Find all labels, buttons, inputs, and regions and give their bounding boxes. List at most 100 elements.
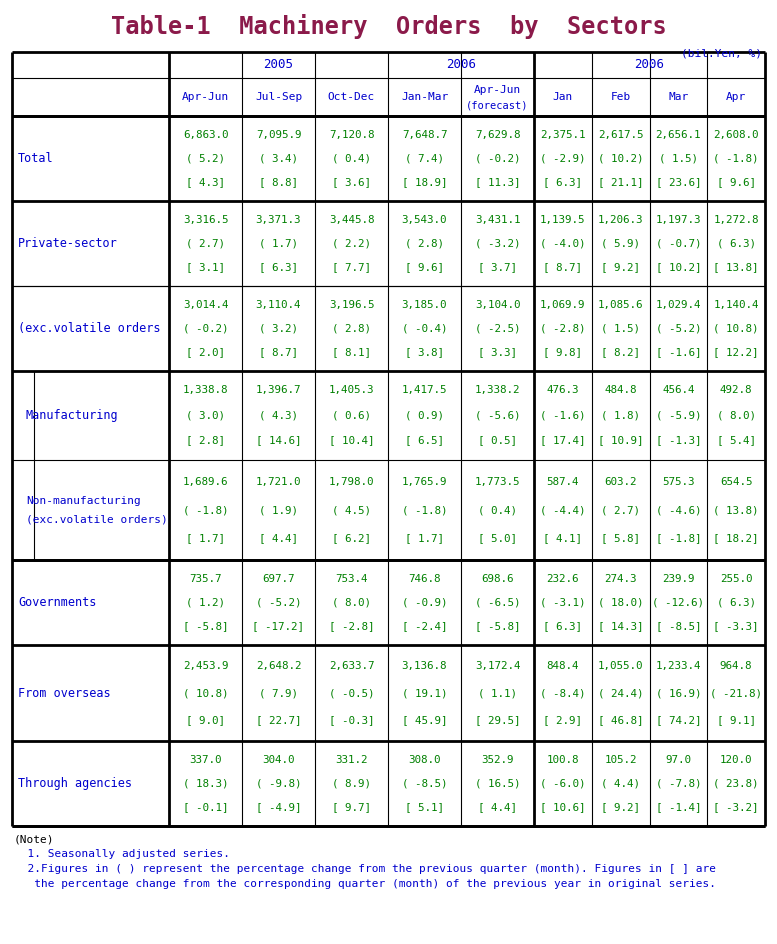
- Text: [ -1.6]: [ -1.6]: [656, 347, 701, 357]
- Text: [ 9.2]: [ 9.2]: [601, 802, 640, 813]
- Text: 654.5: 654.5: [720, 477, 752, 487]
- Text: 255.0: 255.0: [720, 574, 752, 584]
- Text: ( -1.8): ( -1.8): [183, 505, 228, 515]
- Text: [ 2.9]: [ 2.9]: [543, 715, 583, 725]
- Text: [ 9.6]: [ 9.6]: [716, 177, 755, 187]
- Text: ( 13.8): ( 13.8): [713, 505, 759, 515]
- Text: 1,338.2: 1,338.2: [475, 385, 521, 396]
- Text: [ 14.3]: [ 14.3]: [598, 621, 643, 632]
- Text: 6,863.0: 6,863.0: [183, 129, 228, 140]
- Text: ( -5.6): ( -5.6): [475, 411, 521, 420]
- Text: ( -0.2): ( -0.2): [183, 324, 228, 333]
- Text: 848.4: 848.4: [547, 662, 579, 671]
- Text: Through agencies: Through agencies: [18, 777, 132, 790]
- Text: [ -2.8]: [ -2.8]: [329, 621, 375, 632]
- Text: ( 1.7): ( 1.7): [259, 239, 298, 248]
- Text: Feb: Feb: [611, 92, 631, 102]
- Text: ( -5.2): ( -5.2): [256, 598, 301, 608]
- Text: [ 18.9]: [ 18.9]: [402, 177, 448, 187]
- Text: 3,543.0: 3,543.0: [402, 214, 448, 225]
- Text: 1,417.5: 1,417.5: [402, 385, 448, 396]
- Text: ( -8.5): ( -8.5): [402, 779, 448, 788]
- Text: ( 2.8): ( 2.8): [405, 239, 444, 248]
- Text: 1,233.4: 1,233.4: [656, 662, 701, 671]
- Text: 1,272.8: 1,272.8: [713, 214, 759, 225]
- Text: ( 24.4): ( 24.4): [598, 688, 643, 699]
- Text: 3,185.0: 3,185.0: [402, 299, 448, 310]
- Text: 7,648.7: 7,648.7: [402, 129, 448, 140]
- Text: 3,110.4: 3,110.4: [256, 299, 301, 310]
- Text: [ 4.1]: [ 4.1]: [543, 533, 583, 543]
- Text: ( 0.4): ( 0.4): [478, 505, 517, 515]
- Text: ( 1.9): ( 1.9): [259, 505, 298, 515]
- Text: Governments: Governments: [18, 597, 96, 609]
- Text: 239.9: 239.9: [662, 574, 695, 584]
- Text: [ 2.0]: [ 2.0]: [186, 347, 225, 357]
- Text: ( 1.8): ( 1.8): [601, 411, 640, 420]
- Text: [ -0.3]: [ -0.3]: [329, 715, 375, 725]
- Text: ( 1.2): ( 1.2): [186, 598, 225, 608]
- Text: ( -2.5): ( -2.5): [475, 324, 521, 333]
- Text: ( -1.8): ( -1.8): [402, 505, 448, 515]
- Text: ( -0.5): ( -0.5): [329, 688, 375, 699]
- Text: [ 18.2]: [ 18.2]: [713, 533, 759, 543]
- Text: ( 16.9): ( 16.9): [656, 688, 701, 699]
- Text: ( -8.4): ( -8.4): [540, 688, 586, 699]
- Text: ( -5.2): ( -5.2): [656, 324, 701, 333]
- Text: ( 16.5): ( 16.5): [475, 779, 521, 788]
- Text: 2,633.7: 2,633.7: [329, 662, 375, 671]
- Text: [ -5.8]: [ -5.8]: [475, 621, 521, 632]
- Text: [ 10.2]: [ 10.2]: [656, 262, 701, 272]
- Text: ( -0.4): ( -0.4): [402, 324, 448, 333]
- Text: [ 10.6]: [ 10.6]: [540, 802, 586, 813]
- Text: [ 11.3]: [ 11.3]: [475, 177, 521, 187]
- Text: ( -1.8): ( -1.8): [713, 154, 759, 163]
- Text: 105.2: 105.2: [605, 755, 637, 765]
- Text: [ 6.2]: [ 6.2]: [332, 533, 371, 543]
- Text: [ 0.5]: [ 0.5]: [478, 435, 517, 446]
- Text: 746.8: 746.8: [408, 574, 441, 584]
- Text: ( -21.8): ( -21.8): [710, 688, 762, 699]
- Text: 2006: 2006: [446, 59, 476, 72]
- Text: From overseas: From overseas: [18, 686, 110, 700]
- Text: [ 3.6]: [ 3.6]: [332, 177, 371, 187]
- Text: 1,029.4: 1,029.4: [656, 299, 701, 310]
- Text: ( 8.9): ( 8.9): [332, 779, 371, 788]
- Text: ( 8.0): ( 8.0): [716, 411, 755, 420]
- Text: [ -3.3]: [ -3.3]: [713, 621, 759, 632]
- Text: [ 5.0]: [ 5.0]: [478, 533, 517, 543]
- Text: [ 13.8]: [ 13.8]: [713, 262, 759, 272]
- Text: 1,055.0: 1,055.0: [598, 662, 643, 671]
- Text: ( -7.8): ( -7.8): [656, 779, 701, 788]
- Text: ( 1.5): ( 1.5): [601, 324, 640, 333]
- Text: [ 12.2]: [ 12.2]: [713, 347, 759, 357]
- Text: ( 3.4): ( 3.4): [259, 154, 298, 163]
- Text: [ 3.8]: [ 3.8]: [405, 347, 444, 357]
- Text: 964.8: 964.8: [720, 662, 752, 671]
- Text: [ 8.8]: [ 8.8]: [259, 177, 298, 187]
- Text: Mar: Mar: [668, 92, 688, 102]
- Text: [ 45.9]: [ 45.9]: [402, 715, 448, 725]
- Text: [ 9.2]: [ 9.2]: [601, 262, 640, 272]
- Text: (exc.volatile orders: (exc.volatile orders: [18, 322, 161, 335]
- Text: ( 10.8): ( 10.8): [183, 688, 228, 699]
- Text: [ 4.4]: [ 4.4]: [478, 802, 517, 813]
- Text: 120.0: 120.0: [720, 755, 752, 765]
- Text: ( -4.6): ( -4.6): [656, 505, 701, 515]
- Text: Manufacturing: Manufacturing: [26, 409, 119, 422]
- Text: ( 18.3): ( 18.3): [183, 779, 228, 788]
- Text: [ 6.3]: [ 6.3]: [259, 262, 298, 272]
- Text: [ -4.9]: [ -4.9]: [256, 802, 301, 813]
- Text: ( 3.0): ( 3.0): [186, 411, 225, 420]
- Text: [ -8.5]: [ -8.5]: [656, 621, 701, 632]
- Text: [ 5.4]: [ 5.4]: [716, 435, 755, 446]
- Text: [ 10.9]: [ 10.9]: [598, 435, 643, 446]
- Text: Oct-Dec: Oct-Dec: [328, 92, 375, 102]
- Text: [ 9.0]: [ 9.0]: [186, 715, 225, 725]
- Text: 476.3: 476.3: [547, 385, 579, 396]
- Text: 484.8: 484.8: [605, 385, 637, 396]
- Text: 7,629.8: 7,629.8: [475, 129, 521, 140]
- Text: 3,445.8: 3,445.8: [329, 214, 375, 225]
- Text: 97.0: 97.0: [665, 755, 692, 765]
- Text: [ 6.3]: [ 6.3]: [543, 177, 583, 187]
